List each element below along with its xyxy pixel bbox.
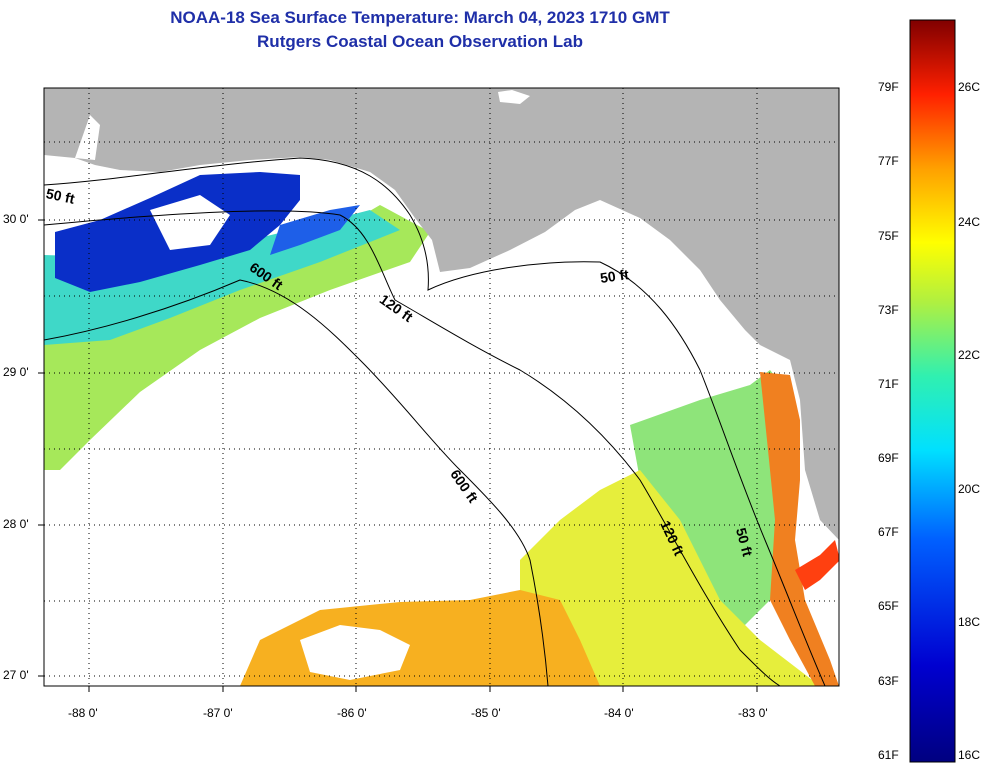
colorbar-label-c: 16C <box>958 748 981 762</box>
colorbar <box>909 19 956 763</box>
axis-ticks <box>38 219 758 692</box>
cloud-hole <box>150 195 230 250</box>
contour-600ft <box>44 279 549 686</box>
colorbar-label-f: 73F <box>878 303 899 317</box>
lat-label: 28 0' <box>3 517 29 531</box>
map-frame <box>43 87 840 687</box>
lon-label: -86 0' <box>337 706 367 720</box>
lon-label: -87 0' <box>203 706 233 720</box>
map-title: NOAA-18 Sea Surface Temperature: March 0… <box>170 8 670 27</box>
colorbar-label-f: 71F <box>878 377 899 391</box>
colorbar-label-f: 75F <box>878 229 899 243</box>
lat-label: 29 0' <box>3 365 29 379</box>
sst-patch-nearshore-blue-2 <box>270 205 360 255</box>
sst-patch-western-green <box>44 205 430 470</box>
lon-label: -84 0' <box>604 706 634 720</box>
lat-label: 27 0' <box>3 668 29 682</box>
sst-patch-western-cyan <box>44 210 400 345</box>
colorbar-label-f: 63F <box>878 674 899 688</box>
colorbar-label-c: 22C <box>958 348 981 362</box>
colorbar-label-f: 79F <box>878 80 899 94</box>
map-subtitle: Rutgers Coastal Ocean Observation Lab <box>257 32 583 51</box>
colorbar-label-c: 24C <box>958 215 981 229</box>
lake <box>498 90 530 104</box>
lon-label: -83 0' <box>738 706 768 720</box>
sst-patch-inlet-red <box>795 540 839 590</box>
lon-label: -88 0' <box>68 706 98 720</box>
lat-label: 30 0' <box>3 212 29 226</box>
sst-patch-east-green <box>630 370 790 640</box>
sst-patch-south-yellow <box>520 470 820 686</box>
colorbar-label-f: 65F <box>878 599 899 613</box>
colorbar-label-c: 18C <box>958 615 981 629</box>
land-mass <box>44 88 839 540</box>
bathymetry-contours <box>44 157 826 686</box>
cloud-hole <box>300 625 410 680</box>
colorbar-label-f: 61F <box>878 748 899 762</box>
colorbar-label-f: 69F <box>878 451 899 465</box>
sst-patch-coastal-orange <box>760 372 839 686</box>
contour-120ft <box>44 210 781 686</box>
colorbar-label-f: 77F <box>878 154 899 168</box>
contour-50ft <box>44 157 826 686</box>
lake <box>75 115 100 160</box>
colorbar-label-c: 26C <box>958 80 981 94</box>
lon-label: -85 0' <box>471 706 501 720</box>
colorbar-label-f: 67F <box>878 525 899 539</box>
colorbar-label-c: 20C <box>958 482 981 496</box>
